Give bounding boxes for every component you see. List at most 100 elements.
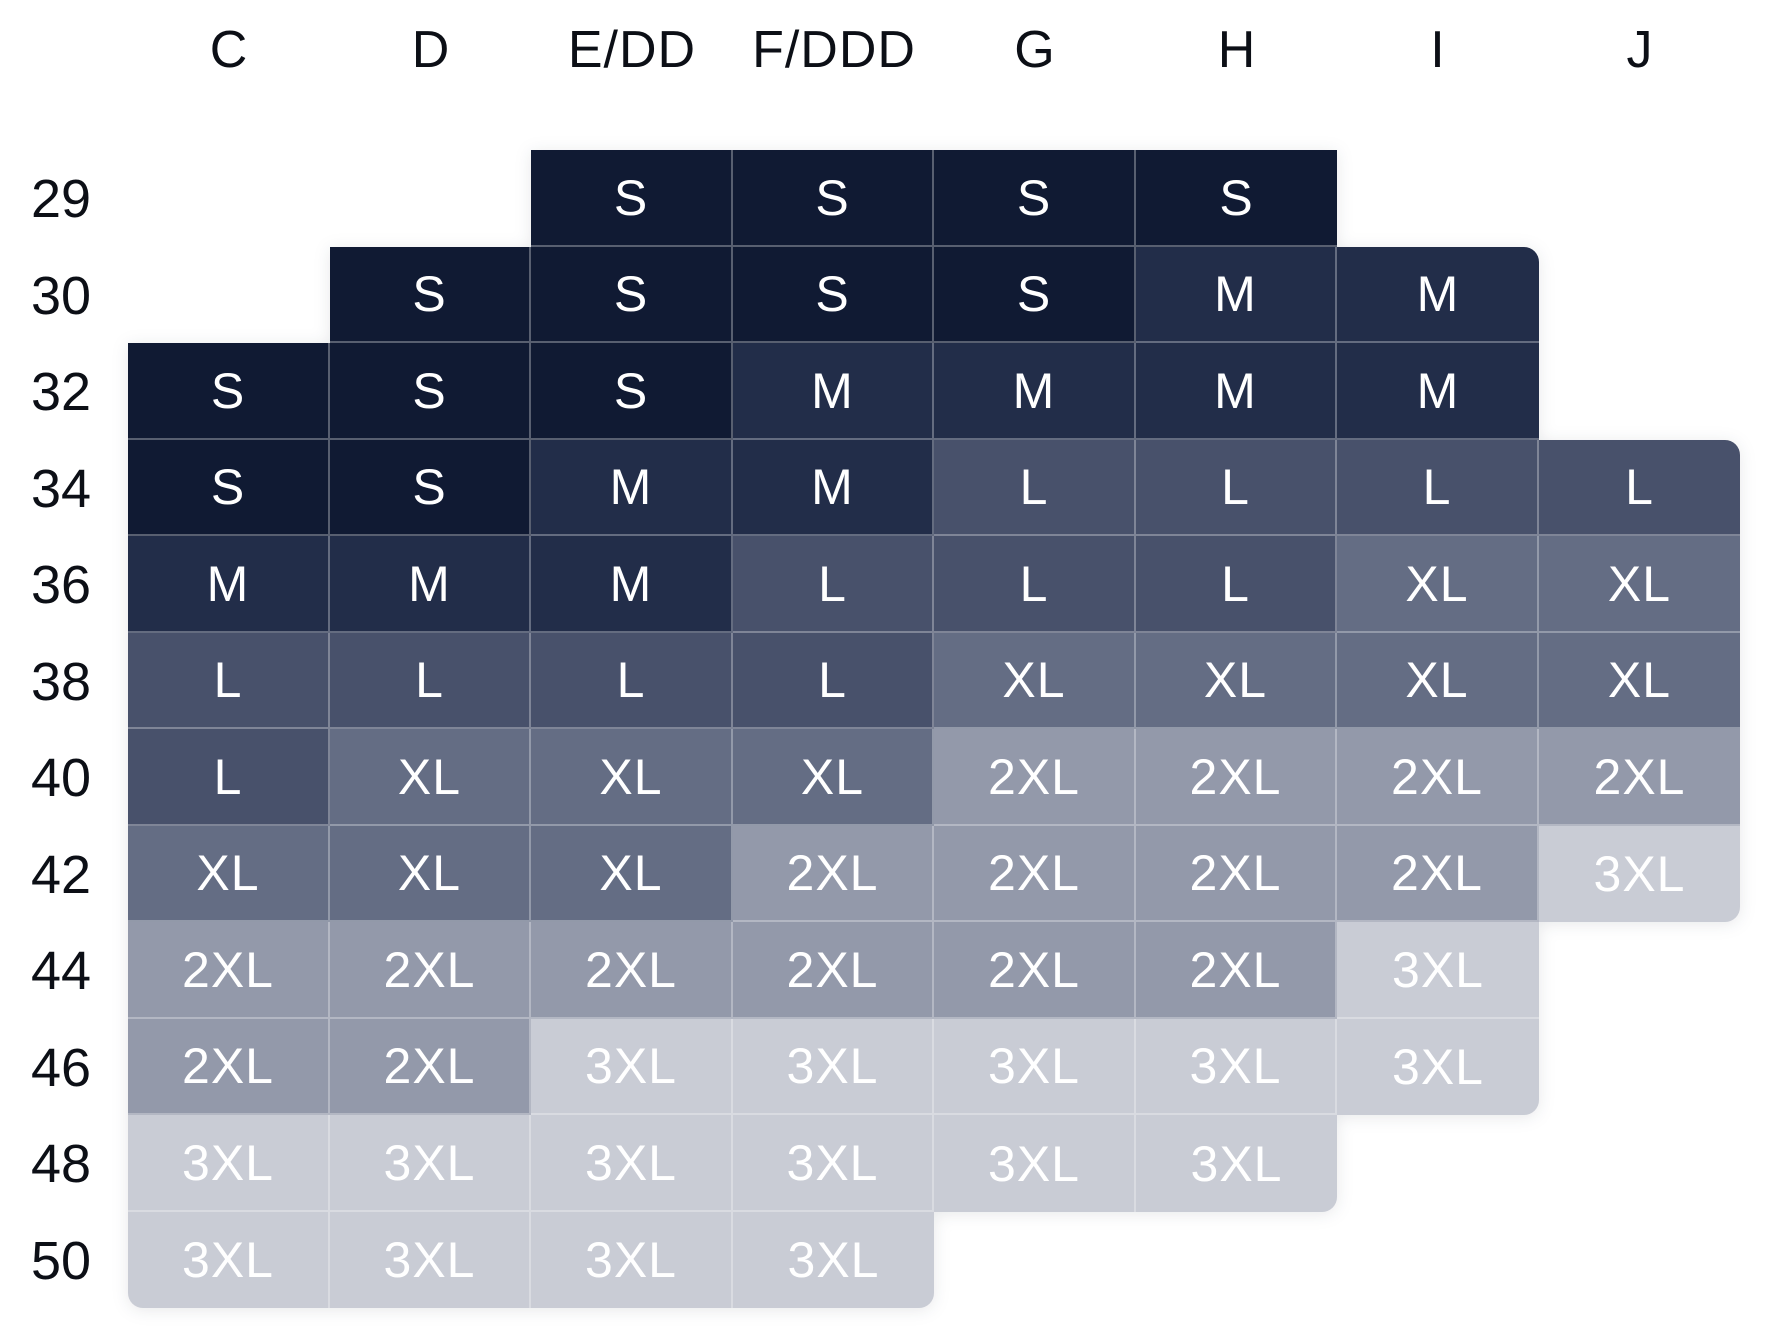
size-cell-38-g: XL [934,633,1136,729]
size-cell-42-h: 2XL [1136,826,1337,922]
column-header-d: D [411,21,451,79]
size-cell-32-f-ddd: M [733,343,934,440]
size-cell-38-h: XL [1136,633,1337,729]
size-cell-34-f-ddd: M [733,440,934,536]
size-cell-38-i: XL [1337,633,1539,729]
size-cell-44-f-ddd: 2XL [733,922,934,1019]
column-header-h: H [1217,21,1257,79]
row-label-34: 34 [30,458,92,519]
size-cell-34-e-dd: M [531,440,733,536]
size-cell-48-h: 3XL [1136,1115,1337,1212]
size-cell-30-i: M [1337,247,1539,343]
size-cell-44-d: 2XL [330,922,531,1019]
size-cell-44-g: 2XL [934,922,1136,1019]
size-cell-50-f-ddd: 3XL [733,1212,934,1308]
row-label-42: 42 [30,844,92,905]
size-cell-50-e-dd: 3XL [531,1212,733,1308]
size-cell-46-e-dd: 3XL [531,1019,733,1115]
size-cell-48-d: 3XL [330,1115,531,1212]
column-header-g: G [1014,21,1056,79]
size-cell-42-j: 3XL [1539,826,1740,922]
size-cell-32-e-dd: S [531,343,733,440]
size-cell-38-c: L [128,633,330,729]
size-cell-40-f-ddd: XL [733,729,934,826]
row-label-36: 36 [30,554,92,615]
size-cell-42-g: 2XL [934,826,1136,922]
size-cell-38-f-ddd: L [733,633,934,729]
column-header-j: J [1626,21,1654,79]
size-cell-29-e-dd: S [531,150,733,247]
size-cell-30-f-ddd: S [733,247,934,343]
size-cell-36-h: L [1136,536,1337,633]
size-cell-36-g: L [934,536,1136,633]
size-cell-50-d: 3XL [330,1212,531,1308]
size-cell-40-g: 2XL [934,729,1136,826]
size-cell-48-e-dd: 3XL [531,1115,733,1212]
size-cell-30-e-dd: S [531,247,733,343]
row-label-29: 29 [30,168,92,229]
size-cell-34-d: S [330,440,531,536]
row-label-30: 30 [30,265,92,326]
row-label-46: 46 [30,1037,92,1098]
size-cell-32-c: S [128,343,330,440]
column-header-c: C [209,21,249,79]
size-cell-29-f-ddd: S [733,150,934,247]
size-cell-38-j: XL [1539,633,1740,729]
size-cell-46-h: 3XL [1136,1019,1337,1115]
size-cell-36-d: M [330,536,531,633]
size-cell-32-g: M [934,343,1136,440]
size-cell-30-d: S [330,247,531,343]
size-cell-48-c: 3XL [128,1115,330,1212]
size-cell-44-h: 2XL [1136,922,1337,1019]
size-cell-32-h: M [1136,343,1337,440]
size-cell-38-e-dd: L [531,633,733,729]
size-cell-36-j: XL [1539,536,1740,633]
size-cell-29-h: S [1136,150,1337,247]
size-cell-46-g: 3XL [934,1019,1136,1115]
size-cell-34-j: L [1539,440,1740,536]
size-cell-40-h: 2XL [1136,729,1337,826]
size-cell-34-g: L [934,440,1136,536]
row-label-48: 48 [30,1133,92,1194]
size-cell-36-f-ddd: L [733,536,934,633]
size-cell-32-d: S [330,343,531,440]
row-label-38: 38 [30,651,92,712]
size-cell-40-c: L [128,729,330,826]
size-cell-29-g: S [934,150,1136,247]
size-cell-46-c: 2XL [128,1019,330,1115]
size-cell-40-j: 2XL [1539,729,1740,826]
size-cell-42-i: 2XL [1337,826,1539,922]
size-cell-44-c: 2XL [128,922,330,1019]
size-cell-30-g: S [934,247,1136,343]
row-label-50: 50 [30,1230,92,1291]
size-cell-44-i: 3XL [1337,922,1539,1019]
size-cell-46-i: 3XL [1337,1019,1539,1115]
size-cell-36-e-dd: M [531,536,733,633]
size-cell-42-c: XL [128,826,330,922]
row-label-44: 44 [30,940,92,1001]
size-cell-38-d: L [330,633,531,729]
size-cell-48-g: 3XL [934,1115,1136,1212]
size-cell-50-c: 3XL [128,1212,330,1308]
size-cell-36-i: XL [1337,536,1539,633]
size-cell-48-f-ddd: 3XL [733,1115,934,1212]
size-cell-40-e-dd: XL [531,729,733,826]
size-cell-34-h: L [1136,440,1337,536]
size-cell-46-f-ddd: 3XL [733,1019,934,1115]
size-cell-42-d: XL [330,826,531,922]
size-cell-32-i: M [1337,343,1539,440]
size-cell-36-c: M [128,536,330,633]
size-cell-30-h: M [1136,247,1337,343]
size-cell-42-f-ddd: 2XL [733,826,934,922]
size-cell-46-d: 2XL [330,1019,531,1115]
size-cell-40-d: XL [330,729,531,826]
size-cell-42-e-dd: XL [531,826,733,922]
size-cell-44-e-dd: 2XL [531,922,733,1019]
column-header-e-dd: E/DD [567,21,697,79]
size-cell-34-i: L [1337,440,1539,536]
column-header-i: I [1430,21,1446,79]
